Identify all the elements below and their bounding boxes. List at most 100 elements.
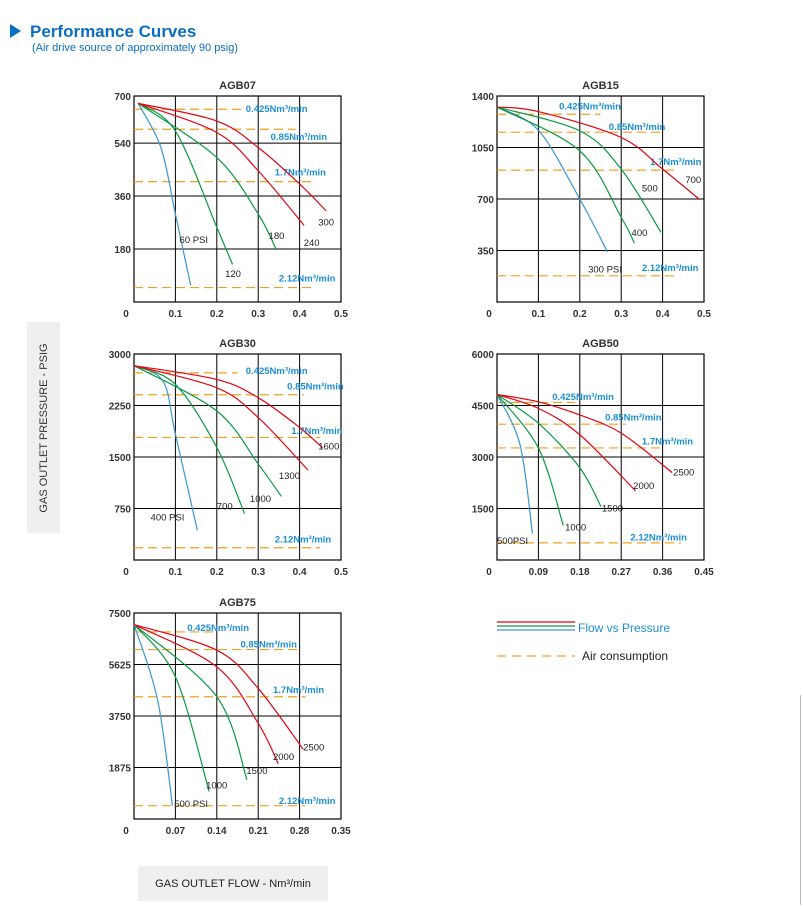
air-consumption-label: 2.12Nm³/min <box>279 273 336 284</box>
divider <box>800 695 801 905</box>
y-tick-label: 2250 <box>109 402 132 413</box>
curve-label: 1000 <box>565 522 586 533</box>
flow-curve <box>137 102 234 265</box>
air-consumption-label: 1.7Nm³/min <box>650 157 701 168</box>
x-tick-label: 0 <box>123 567 129 578</box>
curve-label: 300 <box>318 218 334 229</box>
curve-label: 1000 <box>250 494 271 505</box>
x-tick-label: 0.2 <box>210 567 224 578</box>
y-tick-label: 350 <box>477 247 494 258</box>
curve-label: 700 <box>685 175 701 186</box>
y-tick-label: 3750 <box>109 712 132 723</box>
y-axis-label-box: GAS OUTLET PRESSURE - PSIG <box>27 322 60 533</box>
flow-curve <box>496 106 701 201</box>
curve-label: 1000 <box>206 780 227 791</box>
air-consumption-label: 1.7Nm³/min <box>642 437 693 448</box>
curve-label: 700 <box>217 501 233 512</box>
air-consumption-label: 0.425Nm³/min <box>187 623 249 634</box>
air-consumption-label: 2.12Nm³/min <box>279 796 336 807</box>
chart-title: AGB07 <box>219 80 256 92</box>
flow-curve <box>133 623 304 750</box>
air-consumption-label: 0.425Nm³/min <box>246 366 308 377</box>
air-consumption-label: 0.85Nm³/min <box>240 640 297 651</box>
chart-title: AGB50 <box>582 338 619 350</box>
y-tick-label: 360 <box>114 192 131 203</box>
curve-label: 120 <box>225 269 241 280</box>
y-tick-label: 700 <box>477 195 494 206</box>
flow-curve <box>496 106 635 244</box>
x-tick-label: 0.27 <box>611 567 631 578</box>
flow-curve <box>133 624 279 765</box>
air-consumption-label: 0.85Nm³/min <box>605 413 662 424</box>
y-tick-label: 3000 <box>109 350 132 361</box>
flow-curve <box>137 102 277 251</box>
x-tick-label: 0.3 <box>251 567 265 578</box>
triangle-right-icon <box>10 24 21 38</box>
x-tick-label: 0.5 <box>334 309 348 320</box>
x-tick-label: 0.2 <box>573 309 587 320</box>
section-header: Performance Curves <box>10 22 196 42</box>
curve-label: 60 PSI <box>180 235 209 246</box>
plot-frame <box>496 353 705 561</box>
section-title: Performance Curves <box>30 22 197 41</box>
curve-label: 1500 <box>602 504 623 515</box>
air-consumption-label: 1.7Nm³/min <box>275 168 326 179</box>
x-tick-label: 0.4 <box>656 309 670 320</box>
x-tick-label: 0.1 <box>168 567 182 578</box>
y-tick-label: 4500 <box>472 402 495 413</box>
x-tick-label: 0 <box>123 309 129 320</box>
y-tick-label: 1875 <box>109 764 132 775</box>
flow-curve <box>137 102 305 226</box>
x-tick-label: 0.4 <box>293 309 307 320</box>
section-subtitle: (Air drive source of approximately 90 ps… <box>32 42 239 54</box>
y-tick-label: 3000 <box>472 453 495 464</box>
air-consumption-label: 1.7Nm³/min <box>273 685 324 696</box>
x-tick-label: 0.1 <box>168 309 182 320</box>
curve-label: 240 <box>304 238 320 249</box>
chart-title: AGB75 <box>219 597 256 609</box>
legend-air-label: Air consumption <box>582 649 669 663</box>
air-consumption-label: 0.85Nm³/min <box>609 122 666 133</box>
flow-curve <box>496 393 673 474</box>
x-tick-label: 0.2 <box>210 309 224 320</box>
chart-title: AGB15 <box>582 80 619 92</box>
y-tick-label: 1050 <box>472 144 495 155</box>
x-tick-label: 0.07 <box>166 826 186 837</box>
x-tick-label: 0.21 <box>248 826 268 837</box>
y-tick-label: 750 <box>114 505 131 516</box>
curve-label: 2000 <box>633 481 654 492</box>
curve-label: 400 <box>632 228 648 239</box>
flow-curve <box>133 624 174 806</box>
flow-curve <box>496 393 636 492</box>
x-tick-label: 0.4 <box>293 567 307 578</box>
curve-label: 500 <box>642 184 658 195</box>
x-tick-label: 0 <box>123 826 129 837</box>
x-tick-label: 0.35 <box>331 826 351 837</box>
y-tick-label: 6000 <box>472 350 495 361</box>
air-consumption-label: 2.12Nm³/min <box>275 534 332 545</box>
curve-label: 1600 <box>318 442 339 453</box>
air-consumption-label: 1.7Nm³/min <box>291 426 342 437</box>
flow-curve <box>133 365 198 531</box>
x-tick-label: 0.14 <box>207 826 227 837</box>
x-tick-label: 0.45 <box>694 567 714 578</box>
x-axis-label-box: GAS OUTLET FLOW - Nm³/min <box>138 866 328 901</box>
y-tick-label: 5625 <box>109 661 132 672</box>
x-tick-label: 0.28 <box>290 826 310 837</box>
flow-curve <box>133 365 246 514</box>
x-tick-label: 0.09 <box>529 567 549 578</box>
curve-label: 400 PSI <box>151 512 185 523</box>
flow-curve <box>133 365 282 497</box>
chart-title: AGB30 <box>219 338 256 350</box>
x-tick-label: 0.36 <box>653 567 673 578</box>
flow-curve <box>138 102 327 212</box>
curve-label: 2500 <box>673 467 694 478</box>
flow-curve <box>137 103 192 286</box>
y-tick-label: 540 <box>114 139 131 150</box>
flow-curve <box>133 624 210 792</box>
y-tick-label: 700 <box>114 92 131 103</box>
flow-curve <box>133 365 309 471</box>
x-tick-label: 0.3 <box>251 309 265 320</box>
plot-frame <box>133 353 342 561</box>
